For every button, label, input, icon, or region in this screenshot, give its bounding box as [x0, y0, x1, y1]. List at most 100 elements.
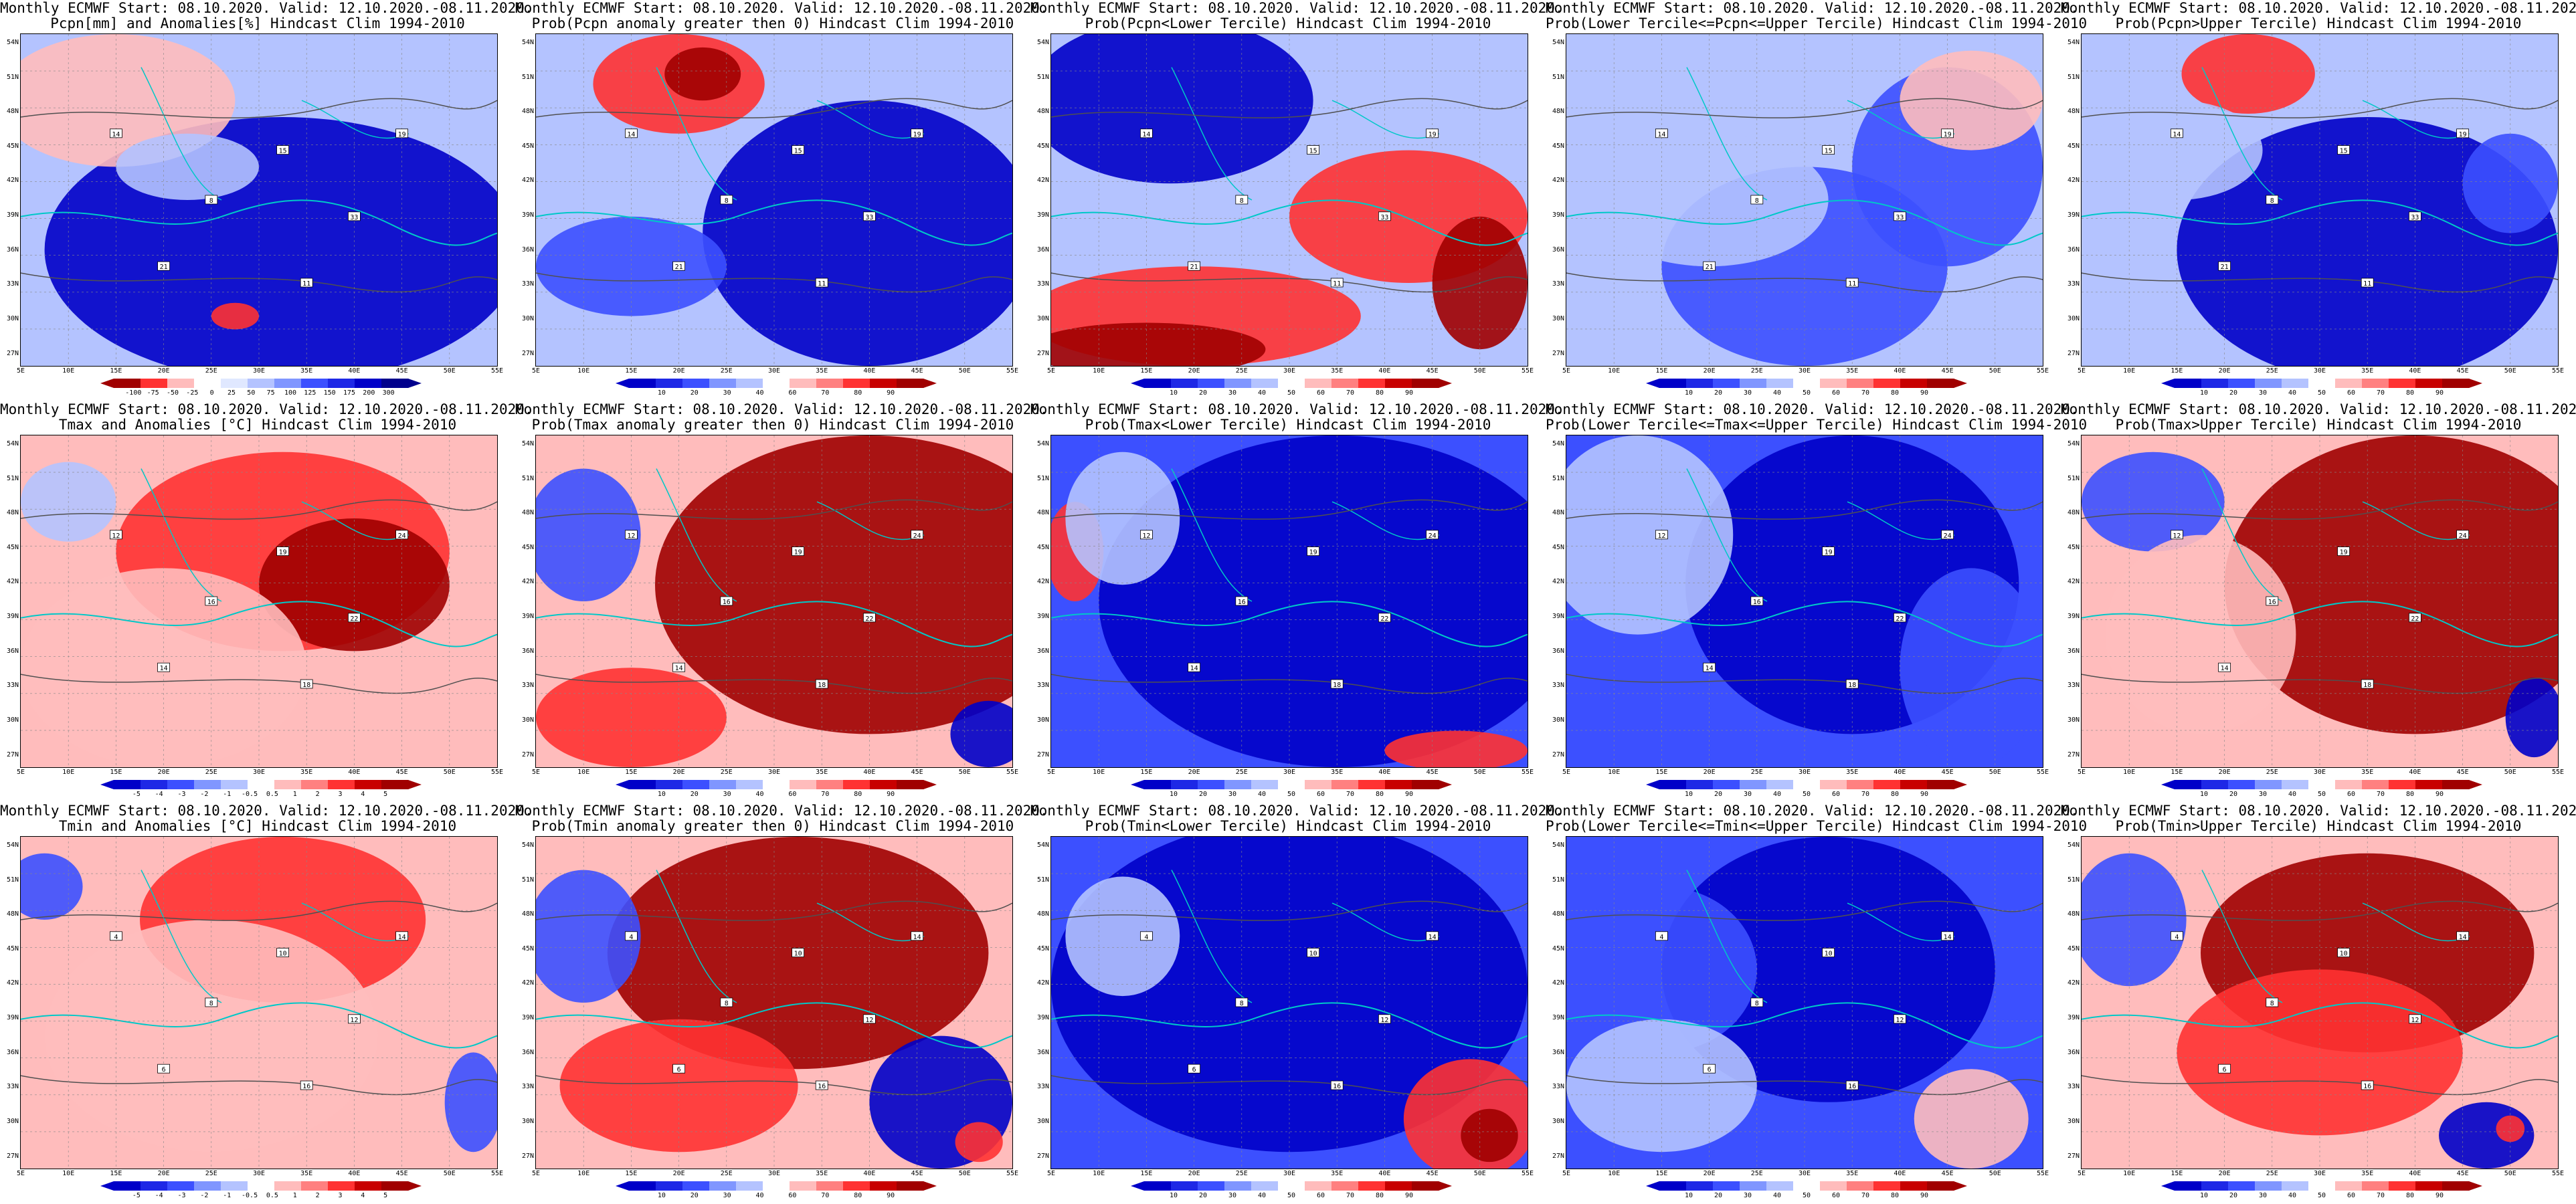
- colorbar-tick: 30: [1228, 791, 1237, 798]
- colorbar-swatch: [629, 379, 656, 388]
- station-value: 8: [1755, 197, 1759, 205]
- colorbar-swatch: [1927, 780, 1954, 789]
- station-value: 19: [913, 131, 921, 138]
- colorbar-tick: 30: [2258, 389, 2268, 397]
- lat-label: 27N: [521, 750, 534, 759]
- lon-label: 40E: [863, 1170, 876, 1177]
- lon-label: 45E: [1426, 1170, 1439, 1177]
- border-line: [656, 870, 737, 1003]
- lat-label: 36N: [1552, 1048, 1564, 1056]
- colorbar-svg: [2161, 1181, 2482, 1191]
- contour-line: [1566, 674, 2043, 694]
- colorbar-swatch: [656, 780, 683, 789]
- colorbar-swatch: [194, 780, 221, 789]
- station-box: [672, 662, 686, 672]
- station-box: [2218, 1064, 2231, 1074]
- field-region: [2224, 435, 2558, 734]
- lon-label: 45E: [2456, 769, 2469, 776]
- lon-label: 5E: [16, 769, 25, 776]
- colorbar-swatch: [1873, 379, 1901, 388]
- lon-label: 40E: [863, 769, 876, 776]
- colorbar-swatch: [194, 1181, 221, 1191]
- lon-label: 40E: [348, 367, 361, 375]
- colorbar-tick: 70: [821, 1192, 830, 1199]
- colorbar-tick: 80: [1890, 389, 1900, 397]
- colorbar-arrow-left: [2161, 379, 2175, 388]
- station-box: [109, 128, 122, 138]
- contour-line: [1051, 272, 1528, 293]
- lon-label: 30E: [767, 1170, 781, 1177]
- station-box: [862, 613, 876, 623]
- lat-label: 39N: [521, 613, 534, 621]
- panel-title-line1: Monthly ECMWF Start: 08.10.2020. Valid: …: [2061, 0, 2576, 16]
- colorbar-swatch: [1713, 1181, 1740, 1191]
- lat-label: 27N: [2067, 750, 2080, 759]
- colorbar-swatch: [2255, 1181, 2282, 1191]
- station-value: 10: [1309, 950, 1317, 958]
- lon-label: 20E: [1188, 367, 1200, 375]
- lon-label: 55E: [2551, 1170, 2565, 1177]
- field-region: [1900, 50, 2043, 150]
- colorbar-tick: 125: [304, 389, 316, 397]
- colorbar-svg: [100, 780, 422, 789]
- field-region: [21, 853, 83, 920]
- lat-label: 51N: [1036, 876, 1049, 884]
- lat-label: 42N: [521, 177, 534, 185]
- colorbar-swatch: [2175, 780, 2202, 789]
- station-value: 11: [1333, 280, 1341, 288]
- map-field: 4 8 10 12 6 14 16: [536, 837, 1012, 1169]
- colorbar-swatch: [141, 1181, 168, 1191]
- colorbar-tick: 70: [1346, 791, 1355, 798]
- map-panel: Monthly ECMWF Start: 08.10.2020. Valid: …: [1546, 401, 2087, 803]
- station-value: 6: [677, 1066, 681, 1074]
- lon-label: 10E: [577, 769, 590, 776]
- map-area: 14 8 15 33 21 19 11: [1566, 33, 2043, 367]
- lon-label: 45E: [395, 1170, 408, 1177]
- colorbar-swatch: [2282, 780, 2309, 789]
- map-panel: Monthly ECMWF Start: 08.10.2020. Valid: …: [2061, 803, 2576, 1204]
- station-box: [1330, 278, 1344, 288]
- border-line: [1847, 902, 1955, 942]
- lat-label: 48N: [1036, 910, 1049, 918]
- colorbar-swatch: [1358, 379, 1386, 388]
- colorbar-swatch: [1847, 1181, 1874, 1191]
- colorbar-swatch: [736, 780, 763, 789]
- lon-label: 15E: [1140, 1170, 1153, 1177]
- lat-label: 39N: [2067, 613, 2080, 621]
- station-box: [205, 596, 218, 606]
- colorbar-swatch: [1198, 379, 1225, 388]
- field-region: [44, 920, 379, 1152]
- lat-label: 30N: [1552, 716, 1564, 724]
- colorbar-swatch: [1793, 379, 1821, 388]
- colorbar-tick: 70: [2376, 389, 2385, 397]
- coastline: [536, 1002, 1012, 1049]
- colorbar-arrow-right: [1439, 1181, 1452, 1191]
- colorbar-tick: 20: [1198, 791, 1208, 798]
- colorbar-swatch: [2228, 780, 2256, 789]
- station-box: [276, 546, 290, 557]
- station-value: 33: [865, 214, 873, 221]
- lat-label: 27N: [6, 1152, 19, 1160]
- station-box: [347, 613, 361, 623]
- field-region: [211, 302, 259, 330]
- colorbar-swatch: [2362, 379, 2389, 388]
- coastline: [536, 199, 1012, 246]
- station-box: [1426, 530, 1439, 540]
- lat-label: 54N: [6, 39, 19, 46]
- lat-label: 30N: [521, 1117, 534, 1125]
- lon-label: 35E: [1331, 1170, 1344, 1177]
- station-box: [624, 530, 638, 540]
- colorbar-swatch: [1224, 379, 1252, 388]
- lat-label: 39N: [521, 1014, 534, 1022]
- station-value: 24: [2459, 532, 2467, 540]
- map-area: 12 16 19 22 14 24 18: [1050, 435, 1528, 768]
- colorbar-tick: 175: [343, 389, 356, 397]
- colorbar-swatch: [2389, 1181, 2416, 1191]
- lat-label: 30N: [6, 314, 19, 322]
- lon-label: 25E: [2266, 367, 2278, 375]
- colorbar-arrow-left: [1131, 780, 1144, 789]
- lat-label: 33N: [1036, 1083, 1049, 1091]
- station-value: 19: [1944, 131, 1952, 138]
- border-line: [2201, 67, 2283, 201]
- colorbar-arrow-left: [1131, 379, 1144, 388]
